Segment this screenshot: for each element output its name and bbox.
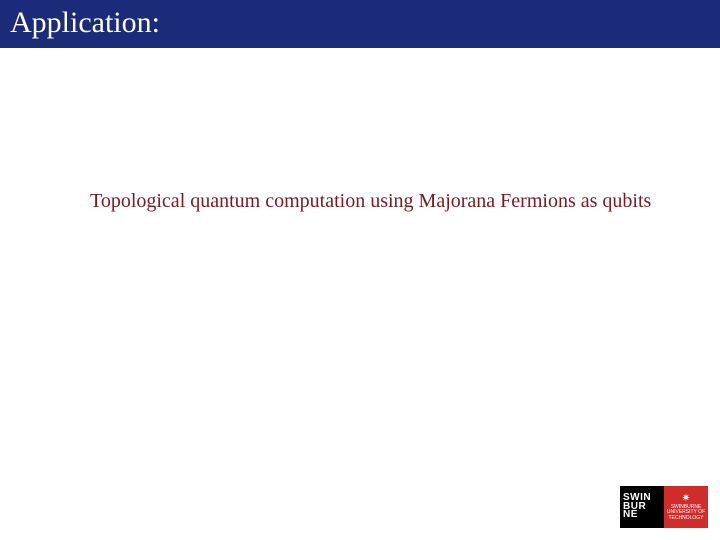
star-icon: ✷ xyxy=(682,493,690,504)
logo-line: TECHNOLOGY xyxy=(668,516,703,522)
swinburne-wordmark: SWIN BUR NE xyxy=(620,486,664,528)
logo-line: NE xyxy=(623,511,664,520)
body-text: Topological quantum computation using Ma… xyxy=(90,190,651,213)
title-bar: Application: xyxy=(0,0,720,48)
swinburne-logo: SWIN BUR NE ✷ SWINBURNE UNIVERSITY OF TE… xyxy=(620,486,708,528)
swinburne-crest: ✷ SWINBURNE UNIVERSITY OF TECHNOLOGY xyxy=(664,486,708,528)
slide-title: Application: xyxy=(10,6,160,39)
